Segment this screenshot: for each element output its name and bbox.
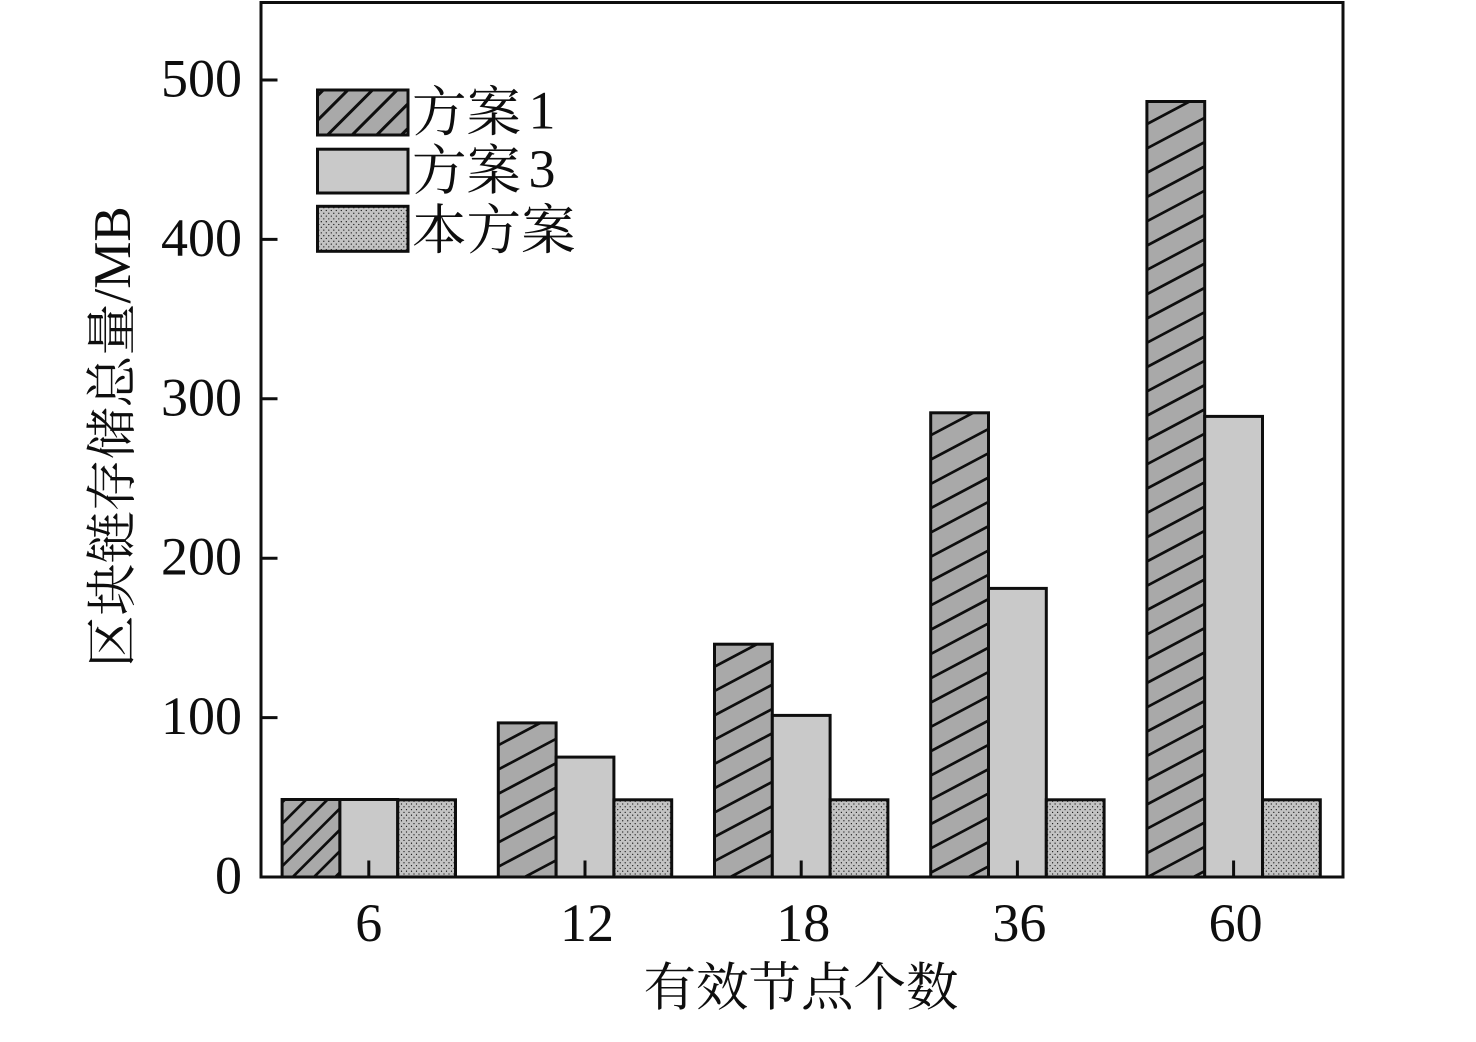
svg-text:400: 400 [161, 208, 242, 268]
svg-text:/MB: /MB [84, 206, 142, 303]
svg-text:100: 100 [161, 686, 242, 746]
svg-text:3: 3 [529, 139, 556, 199]
svg-text:500: 500 [161, 49, 242, 109]
svg-text:60: 60 [1209, 893, 1263, 953]
svg-text:1: 1 [529, 81, 556, 141]
svg-text:18: 18 [776, 893, 830, 953]
svg-text:12: 12 [560, 893, 614, 953]
svg-text:36: 36 [992, 893, 1046, 953]
svg-text:6: 6 [355, 893, 382, 953]
svg-text:300: 300 [161, 367, 242, 427]
svg-text:0: 0 [215, 846, 242, 906]
svg-text:200: 200 [161, 527, 242, 587]
